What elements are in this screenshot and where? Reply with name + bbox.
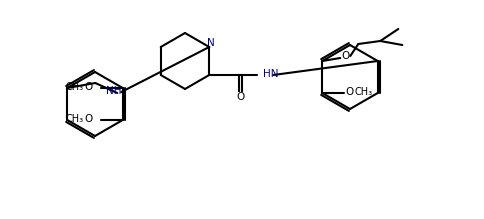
Text: N: N bbox=[207, 38, 215, 48]
Text: O: O bbox=[84, 114, 92, 124]
Text: CH₃: CH₃ bbox=[65, 114, 84, 124]
Text: O: O bbox=[340, 51, 348, 61]
Text: O: O bbox=[345, 87, 353, 97]
Text: NH: NH bbox=[106, 86, 121, 96]
Text: O: O bbox=[84, 82, 92, 92]
Text: O: O bbox=[236, 92, 244, 102]
Text: CH₃: CH₃ bbox=[353, 87, 372, 97]
Text: HN: HN bbox=[263, 69, 278, 79]
Text: CH₃: CH₃ bbox=[65, 82, 84, 92]
